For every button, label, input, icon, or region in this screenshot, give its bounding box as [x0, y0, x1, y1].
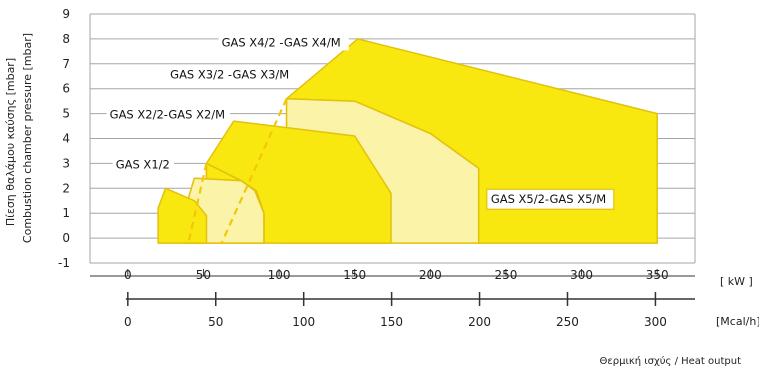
y-tick-label: 2 [62, 181, 70, 195]
axes: -1 0 1 2 3 4 5 6 7 8 9 0 50 100 150 200 250 300 350 [ kW ] 0… [4, 7, 759, 367]
y-tick-label: -1 [58, 256, 70, 270]
mcal-tick-label: 200 [468, 315, 491, 329]
y-axis-title-english: Combustion chamber pressure [mbar] [21, 33, 34, 243]
dashed-boundaries [187, 98, 288, 244]
area-label: GAS X1/2 [116, 157, 170, 171]
y-tick-label: 3 [62, 156, 70, 170]
y-tick-label: 6 [62, 82, 70, 96]
y-tick-label: 5 [62, 107, 70, 121]
dashed-boundary [187, 163, 208, 244]
area-label: GAS X5/2-GAS X5/M [491, 192, 606, 206]
area-label: GAS X2/2-GAS X2/M [110, 108, 225, 122]
area-label-box [486, 188, 615, 210]
dashed-boundary [220, 98, 288, 244]
area-label-bg [106, 105, 230, 123]
kw-tick-label: 350 [646, 268, 669, 282]
kw-tick-label: 300 [570, 268, 593, 282]
area-label: GAS X3/2 -GAS X3/M [170, 68, 289, 82]
mcal-tick-label: 250 [556, 315, 579, 329]
area-label-bg [218, 33, 349, 51]
mcal-tick-label: 150 [380, 315, 403, 329]
mcal-tick-label: 100 [292, 315, 315, 329]
mcal-tick-label: 0 [124, 315, 132, 329]
y-tick-label: 8 [62, 32, 70, 46]
area-labels: GAS X4/2 -GAS X4/M GAS X3/2 -GAS X3/M GAS … [106, 33, 615, 210]
y-axis-title-greek: Πίεση θαλάμου καύσης [mbar] [4, 58, 17, 226]
mcal-unit-label: [Mcal/h] [716, 315, 759, 328]
y-tick-label: 0 [62, 231, 70, 245]
area-label: GAS X4/2 -GAS X4/M [222, 35, 341, 49]
x-axis-title: Θερμική ισχύς / Heat output [599, 355, 741, 367]
y-tick-label: 4 [62, 132, 70, 146]
kw-tick-label: 200 [419, 268, 442, 282]
y-tick-label: 7 [62, 57, 70, 71]
mcal-tick-label: 300 [644, 315, 667, 329]
kw-tick-label: 250 [494, 268, 517, 282]
y-tick-label: 9 [62, 7, 70, 21]
kw-unit-label: [ kW ] [720, 275, 753, 288]
y-tick-label: 1 [62, 206, 70, 220]
kw-tick-label: 100 [268, 268, 291, 282]
kw-tick-label: 0 [124, 268, 132, 282]
area-label-bg [112, 155, 174, 173]
kw-tick-label: 50 [196, 268, 211, 282]
mcal-tick-label: 50 [208, 315, 223, 329]
area-label-bg [167, 65, 298, 83]
kw-tick-label: 150 [343, 268, 366, 282]
area-strong [157, 187, 208, 244]
